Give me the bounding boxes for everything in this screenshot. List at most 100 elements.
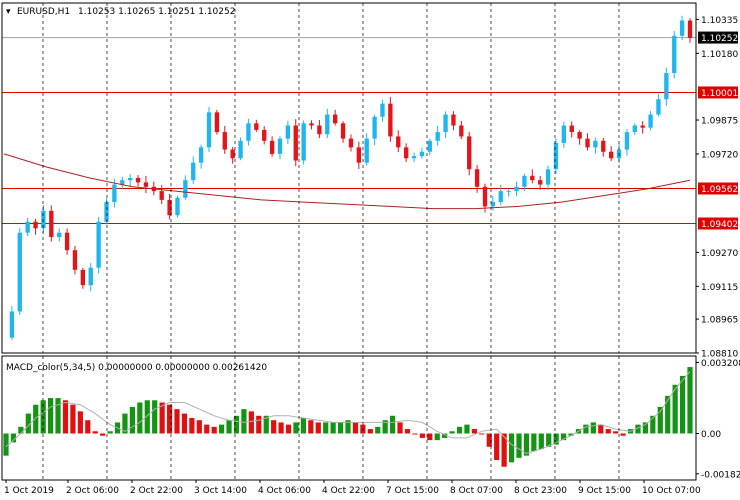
macd-bar[interactable]	[434, 433, 440, 441]
macd-bar[interactable]	[248, 411, 254, 434]
macd-bar[interactable]	[397, 422, 403, 434]
candle-body[interactable]	[679, 20, 685, 36]
macd-bar[interactable]	[226, 420, 232, 434]
macd-bar[interactable]	[70, 404, 76, 434]
macd-bar[interactable]	[25, 413, 31, 434]
macd-bar[interactable]	[382, 420, 388, 434]
macd-bar[interactable]	[18, 426, 24, 434]
candle-body[interactable]	[301, 123, 306, 161]
macd-bar[interactable]	[204, 424, 210, 434]
macd-bar[interactable]	[62, 400, 69, 434]
macd-bar[interactable]	[144, 400, 150, 434]
macd-bar[interactable]	[196, 420, 202, 434]
candle-body[interactable]	[238, 140, 243, 159]
macd-bar[interactable]	[516, 433, 522, 458]
macd-bar[interactable]	[100, 433, 106, 436]
macd-bar[interactable]	[352, 422, 359, 434]
candle-body[interactable]	[309, 123, 314, 126]
macd-bar[interactable]	[367, 429, 373, 434]
macd-bar[interactable]	[665, 395, 671, 434]
macd-bar[interactable]	[337, 422, 344, 434]
macd-bar[interactable]	[159, 402, 165, 434]
candle-body[interactable]	[427, 140, 432, 152]
macd-bar[interactable]	[404, 429, 411, 434]
macd-bar[interactable]	[620, 433, 626, 436]
macd-bar[interactable]	[508, 433, 515, 463]
candle-body[interactable]	[230, 149, 235, 159]
candle-body[interactable]	[72, 250, 78, 270]
candle-body[interactable]	[120, 180, 125, 185]
macd-bar[interactable]	[181, 413, 188, 434]
candle-body[interactable]	[672, 35, 677, 73]
candle-body[interactable]	[514, 186, 519, 192]
macd-bar[interactable]	[278, 422, 284, 434]
macd-bar[interactable]	[152, 400, 158, 434]
macd-bar[interactable]	[3, 433, 9, 456]
candle-body[interactable]	[277, 138, 283, 154]
macd-bar[interactable]	[419, 433, 425, 438]
macd-bar[interactable]	[553, 433, 559, 445]
candle-body[interactable]	[364, 138, 369, 163]
candle-body[interactable]	[419, 151, 425, 157]
candle-body[interactable]	[356, 147, 361, 163]
candle-body[interactable]	[545, 169, 551, 185]
price-pane[interactable]	[2, 15, 696, 340]
candle-body[interactable]	[135, 178, 141, 183]
macd-bar[interactable]	[650, 415, 656, 434]
macd-bar[interactable]	[189, 418, 195, 434]
macd-bar[interactable]	[427, 433, 433, 441]
candle-body[interactable]	[561, 125, 567, 144]
macd-bar[interactable]	[271, 420, 277, 434]
macd-bar[interactable]	[241, 409, 247, 434]
macd-bar[interactable]	[531, 433, 537, 452]
candle-body[interactable]	[632, 125, 637, 133]
candle-body[interactable]	[112, 184, 117, 203]
candle-body[interactable]	[490, 202, 496, 207]
macd-bar[interactable]	[479, 433, 485, 435]
macd-bar[interactable]	[256, 415, 262, 434]
candle-body[interactable]	[656, 99, 661, 115]
candle-body[interactable]	[206, 112, 212, 148]
candle-body[interactable]	[687, 20, 693, 39]
candle-body[interactable]	[104, 202, 109, 222]
macd-bar[interactable]	[315, 422, 321, 434]
candle-body[interactable]	[159, 191, 164, 200]
candle-body[interactable]	[317, 125, 322, 135]
candle-body[interactable]	[127, 178, 133, 181]
candle-body[interactable]	[183, 180, 188, 198]
macd-bar[interactable]	[330, 422, 336, 434]
candle-body[interactable]	[482, 186, 488, 207]
candle-body[interactable]	[325, 114, 330, 135]
macd-bar[interactable]	[85, 420, 91, 434]
candle-body[interactable]	[403, 147, 409, 159]
candle-body[interactable]	[585, 138, 590, 148]
macd-bar[interactable]	[77, 411, 83, 434]
candle-body[interactable]	[443, 114, 448, 133]
candle-body[interactable]	[80, 269, 86, 286]
candle-body[interactable]	[467, 136, 472, 170]
candle-body[interactable]	[191, 162, 196, 181]
candle-body[interactable]	[411, 156, 417, 159]
macd-bar[interactable]	[390, 415, 396, 434]
candle-body[interactable]	[293, 125, 298, 161]
candle-body[interactable]	[222, 132, 227, 150]
candle-body[interactable]	[57, 232, 62, 238]
candle-body[interactable]	[396, 136, 401, 148]
macd-bar[interactable]	[679, 375, 686, 434]
candle-body[interactable]	[593, 140, 598, 148]
candle-body[interactable]	[285, 125, 291, 139]
candle-body[interactable]	[64, 232, 70, 251]
candle-body[interactable]	[262, 129, 267, 141]
macd-bar[interactable]	[107, 431, 113, 434]
macd-bar[interactable]	[449, 431, 455, 434]
candle-body[interactable]	[601, 140, 606, 152]
candle-body[interactable]	[167, 199, 172, 216]
candle-body[interactable]	[640, 125, 645, 128]
macd-bar[interactable]	[687, 367, 693, 434]
candle-body[interactable]	[388, 103, 393, 137]
candle-body[interactable]	[33, 221, 38, 229]
macd-bar[interactable]	[568, 433, 574, 436]
macd-bar[interactable]	[598, 424, 604, 434]
candle-body[interactable]	[498, 191, 503, 203]
